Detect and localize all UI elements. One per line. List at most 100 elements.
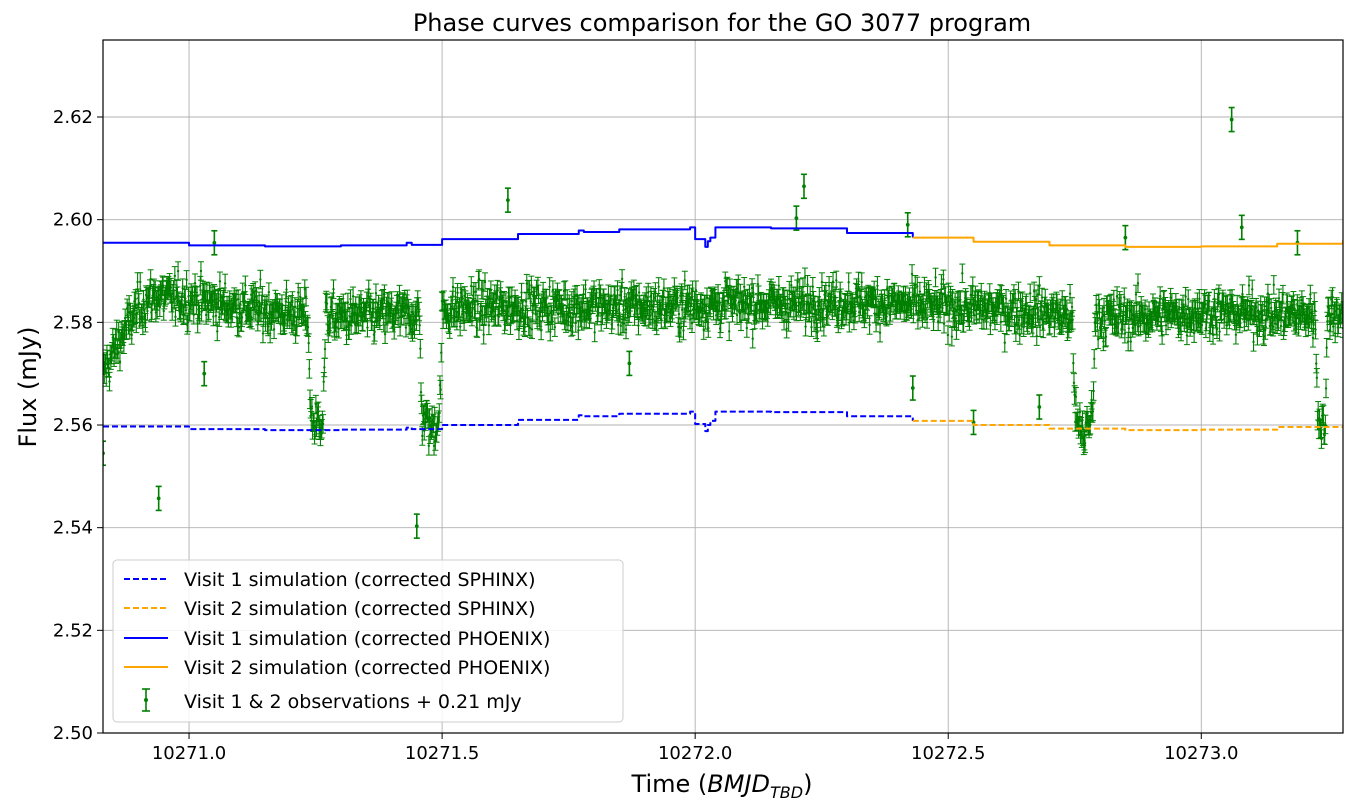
y-tick-label: 2.60 <box>53 210 93 231</box>
x-tick-label: 10271.0 <box>152 743 226 764</box>
observation-point <box>380 289 387 309</box>
observation-point <box>1238 214 1245 241</box>
observation-point <box>845 272 852 292</box>
observation-point <box>543 288 550 309</box>
observation-point <box>201 360 208 387</box>
observation-point <box>608 285 615 306</box>
observation-point <box>622 299 629 319</box>
observation-point <box>267 323 274 344</box>
legend-label-phoenix-v2: Visit 2 simulation (corrected PHOENIX) <box>184 657 550 679</box>
observation-point <box>266 304 273 324</box>
observation-point <box>247 307 254 327</box>
observation-point <box>389 312 396 333</box>
observation-point <box>276 298 283 319</box>
observation-point <box>341 303 348 323</box>
observation-point <box>518 282 525 303</box>
observation-point <box>626 303 633 323</box>
y-tick-label: 2.56 <box>53 415 93 436</box>
observation-point <box>330 279 337 299</box>
observation-point <box>473 317 480 337</box>
observation-point <box>152 280 159 300</box>
observation-point <box>356 294 363 314</box>
observation-point <box>131 291 138 312</box>
observation-point <box>455 302 462 323</box>
observation-point <box>259 323 266 344</box>
observation-point <box>265 282 272 302</box>
observation-point <box>581 302 588 323</box>
observation-point <box>619 269 626 289</box>
observation-point <box>436 403 443 423</box>
observation-point <box>485 315 492 336</box>
observation-point <box>524 307 531 328</box>
observation-point <box>1307 284 1314 305</box>
observation-point <box>877 322 884 343</box>
observation-point <box>504 187 511 213</box>
x-axis-label: Time (BMJDTBD) <box>631 770 813 802</box>
observation-point <box>105 358 112 378</box>
observation-point <box>525 316 532 336</box>
y-tick-label: 2.52 <box>53 620 93 641</box>
observation-point <box>669 303 676 323</box>
observation-point <box>1027 283 1034 304</box>
chart-title: Phase curves comparison for the GO 3077 … <box>413 9 1031 37</box>
observation-point <box>660 278 667 299</box>
observation-point <box>1091 349 1098 369</box>
observation-point <box>604 301 611 321</box>
observation-point <box>909 375 916 401</box>
observation-point <box>322 339 329 359</box>
observation-point <box>246 308 253 328</box>
observation-point <box>1270 275 1277 295</box>
x-tick-label: 10272.0 <box>658 743 732 764</box>
observation-point <box>529 319 536 340</box>
observation-point <box>132 289 139 309</box>
observation-point <box>970 409 977 436</box>
y-tick-label: 2.62 <box>53 107 93 128</box>
observation-point <box>941 313 948 334</box>
legend-label-phoenix-v1: Visit 1 simulation (corrected PHOENIX) <box>184 628 550 650</box>
observation-point <box>547 321 554 342</box>
observation-point <box>609 310 616 330</box>
observation-point <box>143 286 150 307</box>
legend-label-sphinx-v1: Visit 1 simulation (corrected SPHINX) <box>184 569 536 591</box>
observation-point <box>137 272 144 292</box>
observation-point <box>144 301 151 321</box>
observation-point <box>1232 325 1239 345</box>
observation-point <box>110 334 117 354</box>
observation-point <box>835 313 842 334</box>
observation-point <box>534 276 541 297</box>
series-line-phoenix-visit1 <box>103 226 914 248</box>
observation-point <box>238 312 245 332</box>
observation-point <box>1313 368 1320 388</box>
observation-point <box>106 371 113 392</box>
observation-point <box>291 297 298 317</box>
observation-point <box>306 359 313 379</box>
observation-point <box>147 269 154 289</box>
observation-point <box>480 324 487 345</box>
y-tick-label: 2.54 <box>53 518 93 539</box>
observation-point <box>323 293 330 314</box>
observation-point <box>662 309 669 330</box>
observation-point <box>381 284 388 304</box>
observation-point <box>278 294 285 314</box>
observation-point <box>944 325 951 345</box>
series-line-sphinx-visit2 <box>912 419 1343 432</box>
observation-point <box>313 417 320 438</box>
observation-point <box>591 322 598 343</box>
observation-point <box>327 313 334 334</box>
observation-point <box>437 379 444 400</box>
observation-point <box>397 316 404 337</box>
observations-series <box>103 106 1343 539</box>
observation-point <box>197 261 204 281</box>
observation-point <box>478 300 485 321</box>
observation-point <box>175 261 182 281</box>
observation-point <box>626 350 633 377</box>
observation-point <box>179 278 186 298</box>
y-axis-label: Flux (mJy) <box>14 327 42 448</box>
observation-point <box>800 173 807 200</box>
observation-point <box>417 382 424 402</box>
observation-point <box>257 269 264 290</box>
observation-point <box>586 309 593 330</box>
series-line-sphinx-visit1 <box>103 410 914 433</box>
observation-point <box>551 317 558 337</box>
